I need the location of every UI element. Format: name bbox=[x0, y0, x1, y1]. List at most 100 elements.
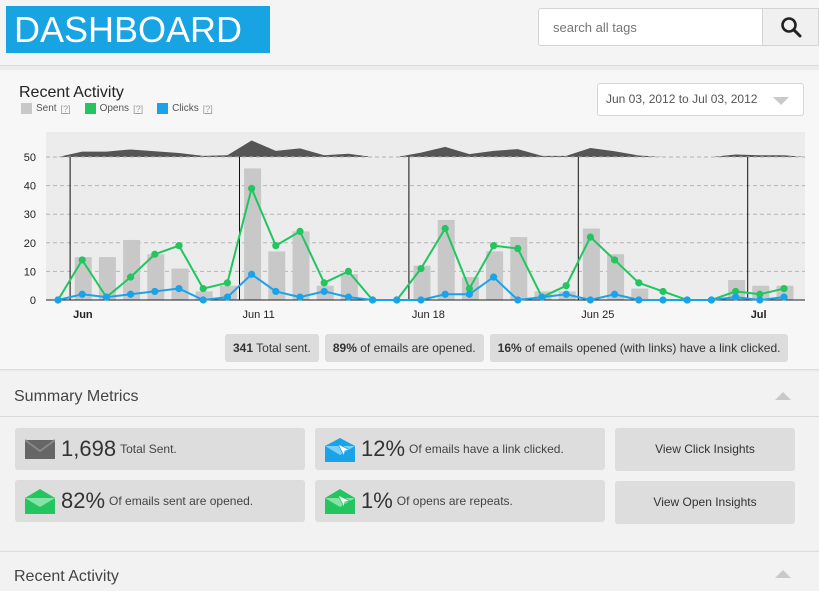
stats-row: 341 Total sent. 89% of emails are opened… bbox=[225, 334, 789, 362]
sent-bar bbox=[631, 288, 649, 300]
sent-bar bbox=[98, 257, 116, 300]
y-tick-label: 40 bbox=[24, 181, 36, 193]
overview-sparkline bbox=[46, 140, 805, 157]
opens-point bbox=[223, 279, 231, 287]
help-link[interactable]: [?] bbox=[202, 103, 213, 114]
opens-point bbox=[586, 233, 595, 241]
legend-sent: Sent [?] bbox=[21, 103, 71, 114]
opens-point bbox=[635, 279, 643, 287]
opens-point bbox=[272, 242, 280, 250]
opens-point bbox=[127, 273, 135, 281]
opens-point bbox=[441, 224, 449, 233]
stat-text: of emails are opened. bbox=[356, 341, 476, 355]
clicks-point bbox=[127, 290, 135, 298]
clicks-point bbox=[659, 296, 667, 304]
sent-bar bbox=[582, 228, 600, 300]
sent-bar bbox=[123, 239, 141, 300]
summary-metrics-section: Summary Metrics 1,698 Total Sent. 12% Of… bbox=[0, 372, 819, 550]
recent-activity-section: Recent Activity bbox=[0, 551, 819, 591]
clicks-point bbox=[320, 287, 328, 296]
metric-value: 1% bbox=[361, 488, 393, 513]
metric-card-opened: 82% Of emails sent are opened. bbox=[15, 480, 305, 522]
y-tick-label: 20 bbox=[24, 238, 36, 250]
opens-point bbox=[465, 284, 473, 293]
collapse-icon[interactable] bbox=[775, 570, 791, 578]
opens-point bbox=[490, 242, 498, 250]
y-tick-label: 30 bbox=[24, 209, 36, 221]
clicks-point bbox=[635, 296, 643, 304]
clicks-point bbox=[756, 296, 764, 304]
section-title: Recent Activity bbox=[14, 568, 119, 585]
metric-text: Of emails have a link clicked. bbox=[409, 442, 564, 456]
collapse-icon[interactable] bbox=[775, 392, 791, 400]
panel-title: Recent Activity bbox=[19, 84, 124, 101]
clicks-point bbox=[223, 293, 231, 301]
clicks-point bbox=[707, 296, 716, 304]
search-icon bbox=[780, 17, 801, 38]
sent-swatch bbox=[21, 103, 32, 114]
view-click-insights-button[interactable]: View Click Insights bbox=[615, 428, 795, 471]
date-range-select[interactable]: Jun 03, 2012 to Jul 03, 2012 bbox=[597, 83, 804, 116]
y-tick-label: 0 bbox=[30, 295, 36, 307]
date-range-label: Jun 03, 2012 to Jul 03, 2012 bbox=[606, 92, 758, 106]
stat-value: 89% bbox=[332, 341, 357, 355]
clicks-point bbox=[393, 296, 401, 304]
open-envelope-icon bbox=[25, 489, 55, 514]
sent-bar bbox=[510, 237, 528, 300]
clicks-point bbox=[151, 287, 159, 296]
metric-card-link-clicked: 12% Of emails have a link clicked. bbox=[315, 428, 605, 470]
search-input[interactable] bbox=[538, 8, 762, 46]
metric-card-repeats: 1% Of opens are repeats. bbox=[315, 480, 605, 522]
clicks-point bbox=[417, 296, 425, 304]
opens-point bbox=[78, 256, 86, 264]
metric-value: 82% bbox=[61, 488, 106, 513]
clicks-swatch bbox=[157, 103, 169, 114]
stat-value: 16% bbox=[497, 341, 522, 355]
opens-point bbox=[199, 284, 207, 293]
top-bar: DASHBOARD bbox=[0, 0, 819, 66]
clicks-point bbox=[248, 270, 256, 278]
x-tick-label: Jun bbox=[73, 309, 93, 321]
opens-point bbox=[175, 242, 183, 250]
chevron-down-icon bbox=[773, 97, 789, 105]
clicks-point bbox=[272, 287, 280, 296]
opens-point bbox=[320, 279, 328, 287]
help-link[interactable]: [?] bbox=[60, 103, 71, 114]
y-tick-label: 50 bbox=[24, 152, 36, 164]
opens-point bbox=[151, 250, 159, 258]
metric-text: Of opens are repeats. bbox=[396, 494, 513, 508]
metric-text: Total Sent. bbox=[120, 442, 177, 456]
search-button[interactable] bbox=[762, 8, 819, 46]
opens-point bbox=[417, 264, 425, 273]
stat-total-sent: 341 Total sent. bbox=[225, 334, 319, 362]
sent-bar bbox=[268, 251, 286, 300]
help-link[interactable]: [?] bbox=[133, 103, 144, 114]
metric-card-total-sent: 1,698 Total Sent. bbox=[15, 428, 305, 470]
sent-bar bbox=[292, 231, 310, 300]
metric-value: 12% bbox=[361, 436, 406, 461]
opens-point bbox=[296, 227, 304, 235]
y-tick-label: 10 bbox=[24, 266, 36, 278]
clicks-point bbox=[54, 296, 62, 304]
clicks-point bbox=[369, 296, 377, 304]
clicks-point bbox=[296, 293, 304, 301]
x-tick-label: Jun 18 bbox=[412, 309, 445, 321]
view-open-insights-button[interactable]: View Open Insights bbox=[615, 481, 795, 524]
sent-bar bbox=[171, 268, 189, 300]
opens-point bbox=[756, 290, 764, 298]
stat-text: Total sent. bbox=[253, 341, 311, 355]
sent-bar bbox=[195, 291, 213, 300]
repeat-open-envelope-icon bbox=[325, 489, 355, 514]
clicks-point bbox=[514, 296, 522, 304]
opens-point bbox=[611, 256, 619, 264]
clicks-point bbox=[562, 290, 570, 298]
opens-point bbox=[514, 244, 522, 253]
x-tick-label: Jul bbox=[751, 309, 767, 321]
opens-point bbox=[780, 284, 788, 293]
clicks-point bbox=[175, 284, 183, 293]
clicks-point bbox=[732, 293, 740, 301]
opens-point bbox=[344, 267, 352, 275]
legend-opens: Opens [?] bbox=[84, 103, 144, 114]
section-title: Summary Metrics bbox=[14, 388, 139, 405]
opens-point bbox=[562, 282, 570, 290]
